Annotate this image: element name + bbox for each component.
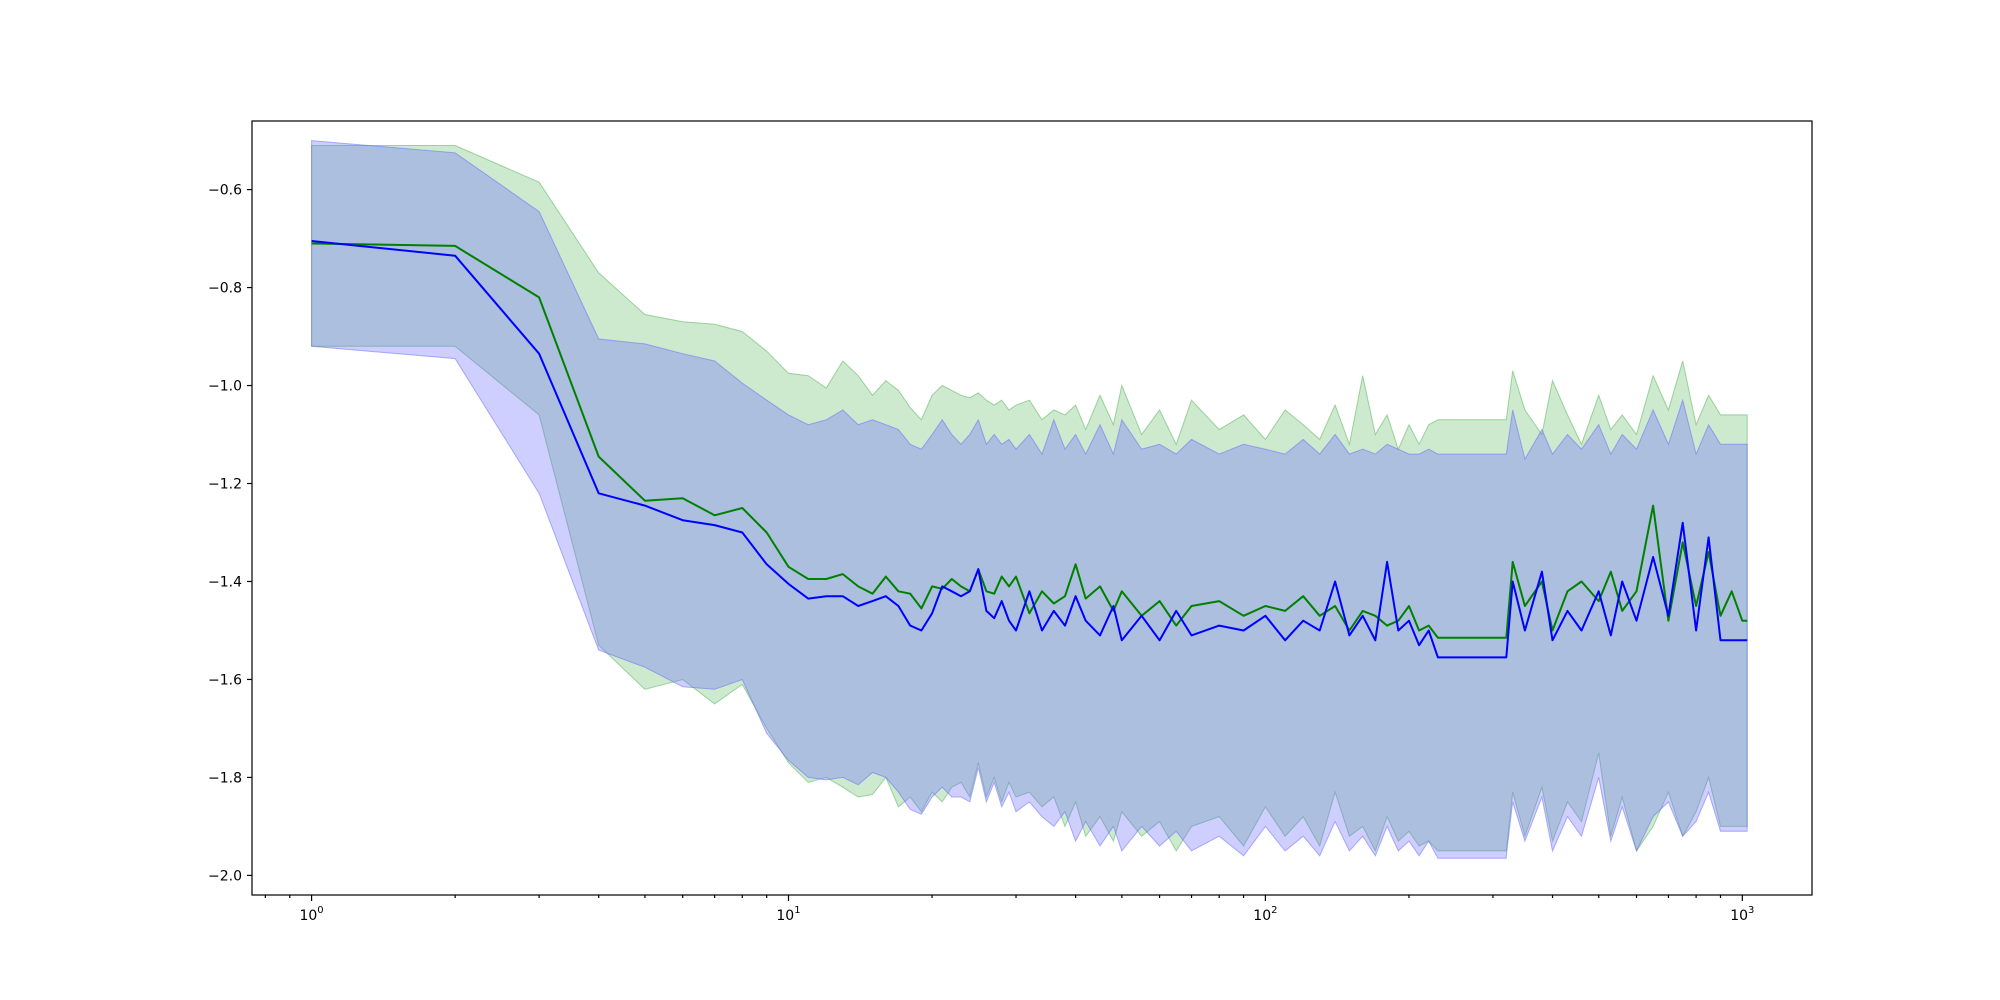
y-tick-label: −1.6 [208, 672, 242, 688]
y-tick-label: −1.8 [208, 770, 242, 786]
y-tick-label: −1.4 [208, 574, 242, 590]
y-tick-label: −1.0 [208, 379, 242, 395]
y-tick-label: −2.0 [208, 868, 242, 884]
y-axis: −0.6 −0.8 −1.0 −1.2 −1.4 −1.6 −1.8 −2.0 [208, 183, 252, 884]
x-tick-label: 101 [776, 905, 800, 924]
x-tick-label: 100 [299, 905, 323, 924]
axes-frame [251, 120, 1813, 896]
series-1-mean-path [311, 240, 1748, 659]
plot-area [311, 140, 1748, 859]
y-tick-label: −0.8 [208, 281, 242, 297]
y-tick-label: −1.2 [208, 477, 242, 493]
series-1-line [311, 240, 1748, 659]
x-tick-label: 103 [1730, 905, 1754, 924]
series-1-band [311, 140, 1748, 859]
series-1-band-area [311, 140, 1748, 859]
y-tick-label: −0.6 [208, 183, 242, 199]
x-tick-label: 102 [1253, 905, 1277, 924]
x-axis: 100 101 102 103 [264, 895, 1754, 924]
